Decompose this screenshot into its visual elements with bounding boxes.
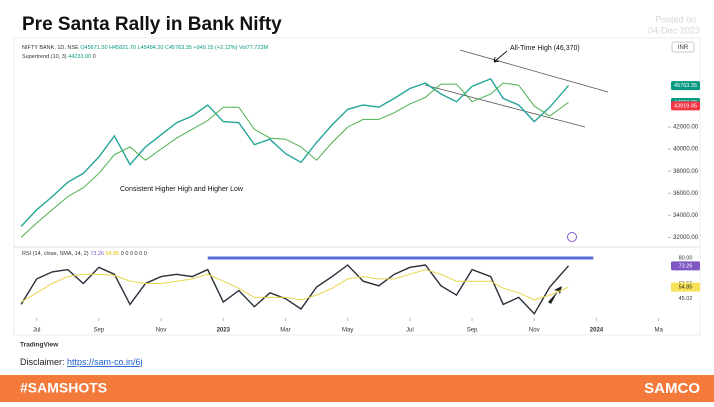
disclaimer: Disclaimer: https://sam-co.in/6j: [20, 357, 143, 367]
price-marker-label: 73.26: [679, 263, 693, 269]
series-line: [20, 82, 569, 238]
indicator-value: 44233.00: [68, 54, 91, 60]
footer-bar: [0, 375, 714, 402]
currency-box: [671, 41, 695, 53]
indicator: RSI (14, close, SMA, 14, 2): [22, 251, 89, 257]
hashtag: #SAMSHOTS: [20, 380, 107, 396]
annotation: All-Time High (46,370): [510, 45, 580, 52]
x-tick-label: 2024: [590, 328, 604, 334]
tradingview-brand: TradingView: [20, 342, 59, 349]
y-tick-label: 34000.00: [673, 213, 699, 219]
y-tick-label: 36000.00: [673, 191, 699, 197]
price-marker: [671, 282, 700, 292]
x-tick-label: Sep: [94, 328, 105, 334]
channel-line: [424, 84, 586, 128]
symbol: NIFTY BANK, 1D, NSE: [22, 45, 79, 51]
x-tick-label: Mar: [280, 328, 290, 334]
ohlc: O45671.50 H45821.70 L45484.20 C45763.35 …: [80, 45, 268, 51]
currency: INR: [678, 45, 689, 51]
series-line: [20, 264, 570, 315]
x-tick-label: 2023: [217, 328, 231, 334]
price-marker: [671, 294, 700, 304]
x-tick-label: Sep: [467, 328, 478, 334]
y-tick-label: 38000.00: [673, 169, 699, 175]
y-tick-label: 32000.00: [673, 235, 699, 241]
sma-value: 54.85: [105, 251, 119, 257]
price-marker-label: 43919.45: [674, 103, 697, 109]
chart-frame: [13, 37, 701, 336]
series-line: [20, 269, 569, 303]
logo: SAMCO: [644, 380, 700, 397]
resistance-line: [207, 256, 594, 260]
price-marker: [671, 81, 700, 91]
y-tick-label: 42000.00: [673, 125, 699, 131]
disclaimer-label: Disclaimer:: [20, 357, 65, 367]
x-tick-label: May: [342, 328, 353, 334]
price-marker: [671, 101, 700, 111]
x-tick-label: Nov: [156, 328, 167, 334]
x-tick-label: Jul: [406, 328, 414, 334]
disclaimer-link[interactable]: https://sam-co.in/6j: [67, 357, 143, 367]
alert-icon: [567, 232, 577, 242]
x-tick-label: Ma: [654, 328, 663, 334]
annotation-arrow: [493, 50, 508, 63]
channel-line: [459, 49, 609, 93]
price-legend: NIFTY BANK, 1D, NSE O45671.50 H45821.70 …: [22, 45, 268, 51]
price-marker-label: 80.00: [679, 255, 693, 261]
supertrend-legend: Supertrend (10, 3) 44233.00 0: [22, 54, 96, 60]
indicator-value: 0: [93, 54, 96, 60]
indicator: Supertrend (10, 3): [22, 54, 67, 60]
x-tick-label: Jul: [33, 328, 41, 334]
y-tick-label: 40000.00: [673, 147, 699, 153]
price-marker: [671, 253, 700, 263]
rsi-value: 73.26: [90, 251, 104, 257]
posted-date: 04-Dec-2023: [648, 25, 700, 35]
rsi-arrow: [548, 286, 562, 304]
price-marker-label: 54.85: [679, 285, 693, 291]
x-tick-label: Nov: [529, 328, 540, 334]
price-marker: [671, 261, 700, 271]
series-line: [20, 78, 570, 227]
rsi-legend: RSI (14, close, SMA, 14, 2) 73.26 54.85 …: [22, 251, 147, 257]
price-marker-label: 45.02: [679, 296, 693, 302]
price-marker-label: 45763.35: [674, 83, 697, 89]
posted-label: Posted on: [655, 14, 696, 24]
annotation: Consistent Higher High and Higher Low: [120, 186, 244, 193]
title: Pre Santa Rally in Bank Nifty: [22, 14, 282, 35]
indicator-value: 0 0 0 0 0 0: [121, 251, 147, 257]
